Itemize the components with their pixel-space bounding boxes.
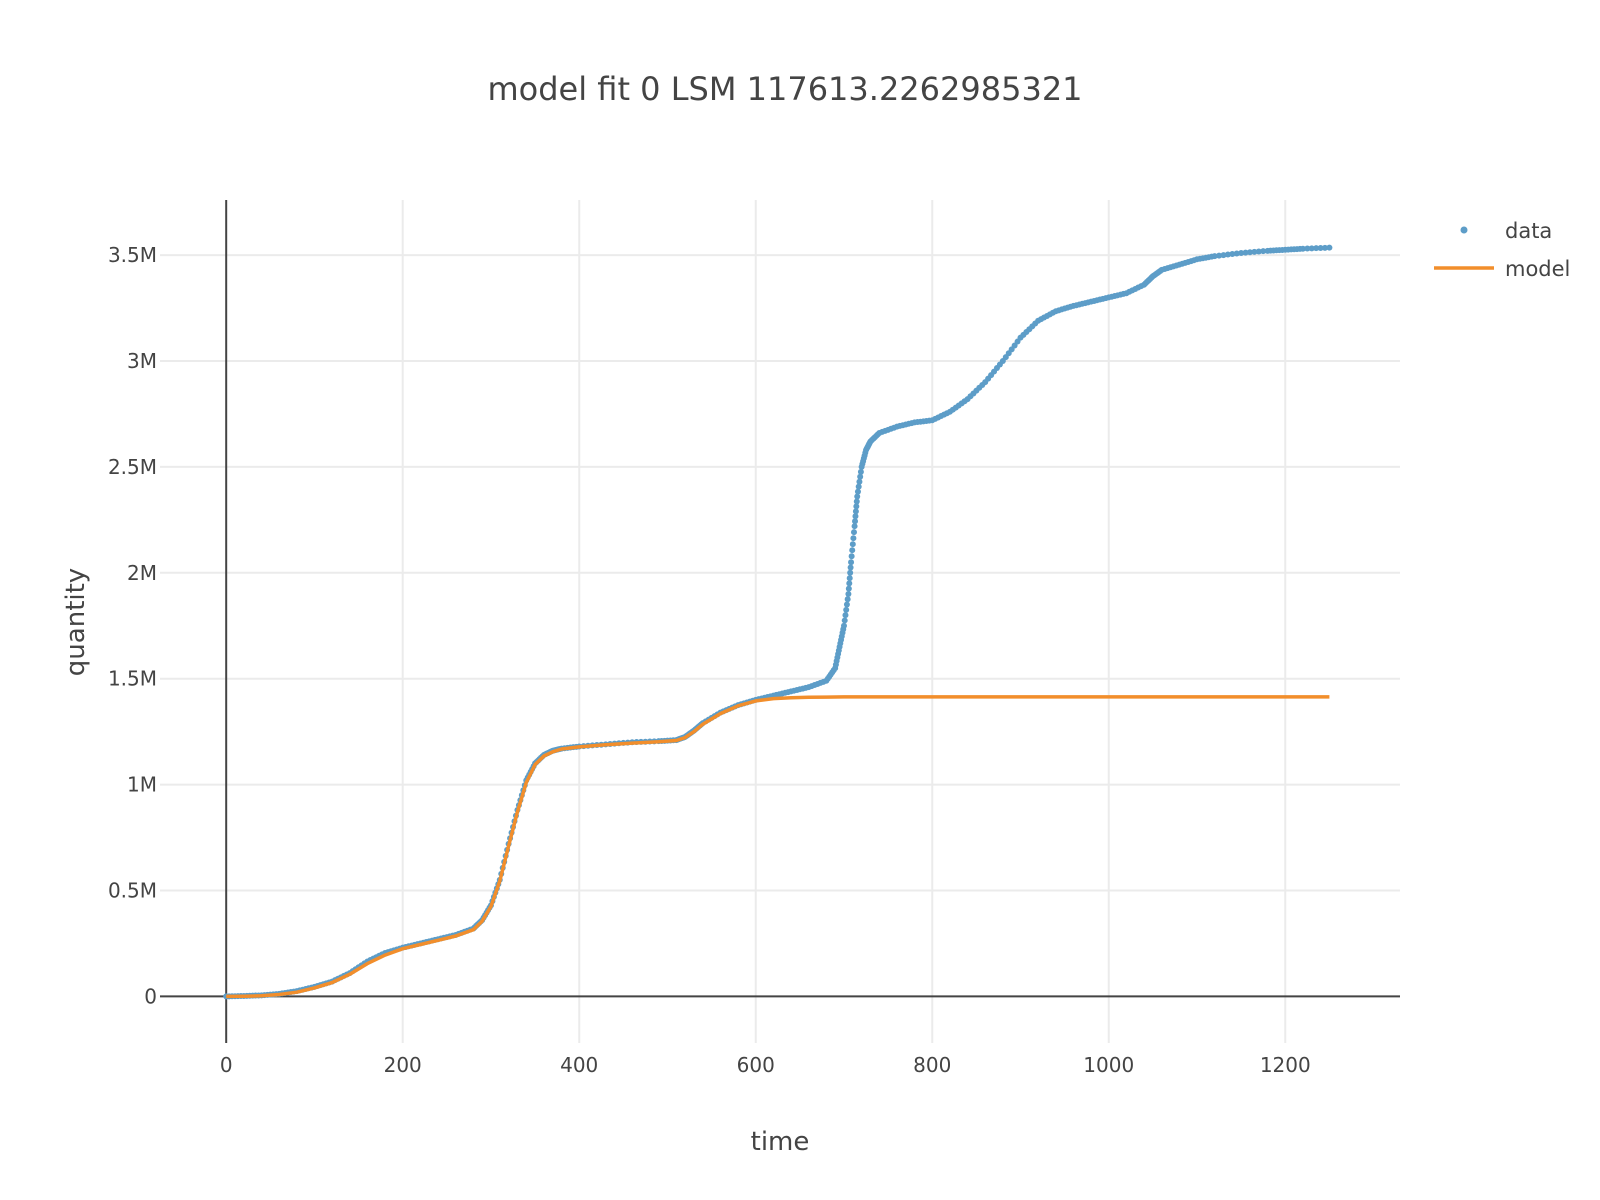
- data-point-interp: [848, 553, 855, 560]
- grid-layer: [160, 200, 1400, 1043]
- data-point-interp: [843, 601, 850, 608]
- data-point-interp: [1246, 249, 1253, 256]
- data-point-interp: [843, 606, 850, 613]
- y-tick-label: 2M: [127, 561, 157, 585]
- y-tick-label: 0: [144, 984, 157, 1008]
- data-point-interp: [1255, 248, 1262, 255]
- tick-labels: 0 200 400 600 800 1000 1200 0 0.5M 1M 1.5M 2M 2.5M 3M…: [108, 243, 1311, 1077]
- chart-title: model fit 0 LSM 117613.2262985321: [487, 70, 1082, 108]
- data-point-interp: [853, 498, 860, 505]
- data-point-interp: [850, 535, 857, 542]
- data-point-interp: [853, 503, 860, 510]
- y-tick-label: 0.5M: [108, 878, 157, 902]
- data-point-interp: [1242, 249, 1249, 256]
- y-tick-label: 3.5M: [108, 243, 157, 267]
- data-point-interp: [846, 580, 853, 587]
- data-point-interp: [1317, 245, 1324, 252]
- data-point-interp: [1304, 245, 1311, 252]
- data-point-interp: [842, 612, 849, 619]
- data-point-interp: [846, 575, 853, 582]
- x-axis-title: time: [751, 1127, 810, 1157]
- data-point-interp: [855, 483, 862, 490]
- data-point: [1211, 253, 1218, 260]
- y-tick-label: 2.5M: [108, 455, 157, 479]
- data-point-interp: [845, 585, 852, 592]
- data-point-interp: [850, 529, 857, 536]
- data-point: [1326, 244, 1333, 251]
- x-tick-label: 800: [913, 1053, 951, 1077]
- data-point-interp: [857, 473, 864, 480]
- data-point-interp: [849, 547, 856, 554]
- x-tick-label: 0: [220, 1053, 233, 1077]
- legend-data-marker: [1460, 226, 1468, 234]
- data-point: [854, 493, 861, 500]
- x-tick-label: 400: [560, 1053, 598, 1077]
- y-tick-label: 3M: [127, 349, 157, 373]
- data-point-interp: [1224, 251, 1231, 258]
- data-point-interp: [852, 518, 859, 525]
- legend[interactable]: data model: [1434, 219, 1570, 281]
- data-point-interp: [852, 513, 859, 520]
- data-point-interp: [852, 508, 859, 515]
- data-point-interp: [849, 541, 856, 548]
- data-point-interp: [847, 569, 854, 576]
- data-point-interp: [1229, 251, 1236, 258]
- data-point: [851, 523, 858, 530]
- axis-layer: [160, 200, 1400, 1043]
- legend-data-label: data: [1505, 219, 1552, 243]
- data-point-interp: [1321, 244, 1328, 251]
- data-point-interp: [844, 596, 851, 603]
- data-point-interp: [856, 478, 863, 485]
- y-axis-title: quantity: [61, 568, 91, 676]
- data-point-interp: [1260, 248, 1267, 255]
- data-point-interp: [1220, 252, 1227, 259]
- data-point: [1299, 245, 1306, 252]
- x-tick-label: 200: [384, 1053, 422, 1077]
- data-point-interp: [857, 468, 864, 475]
- data-point: [840, 622, 847, 629]
- data-point-interp: [847, 564, 854, 571]
- model-line: [226, 695, 1330, 999]
- plot-area: [223, 244, 1333, 1000]
- legend-item-model[interactable]: model: [1434, 257, 1570, 281]
- data-point: [848, 559, 855, 566]
- y-tick-label: 1.5M: [108, 667, 157, 691]
- x-tick-label: 1200: [1260, 1053, 1311, 1077]
- data-point-interp: [841, 617, 848, 624]
- x-tick-label: 600: [737, 1053, 775, 1077]
- y-tick-label: 1M: [127, 773, 157, 797]
- data-point-interp: [1216, 252, 1223, 259]
- data-point-interp: [1313, 245, 1320, 252]
- data-point-interp: [854, 488, 861, 495]
- x-tick-label: 1000: [1083, 1053, 1134, 1077]
- data-points: [223, 244, 1333, 1000]
- data-point: [845, 590, 852, 597]
- legend-item-data[interactable]: data: [1460, 219, 1553, 243]
- data-point-interp: [1251, 248, 1258, 255]
- data-point-interp: [1233, 250, 1240, 257]
- data-point-interp: [1308, 245, 1315, 252]
- legend-model-label: model: [1505, 257, 1570, 281]
- data-point: [1238, 249, 1245, 256]
